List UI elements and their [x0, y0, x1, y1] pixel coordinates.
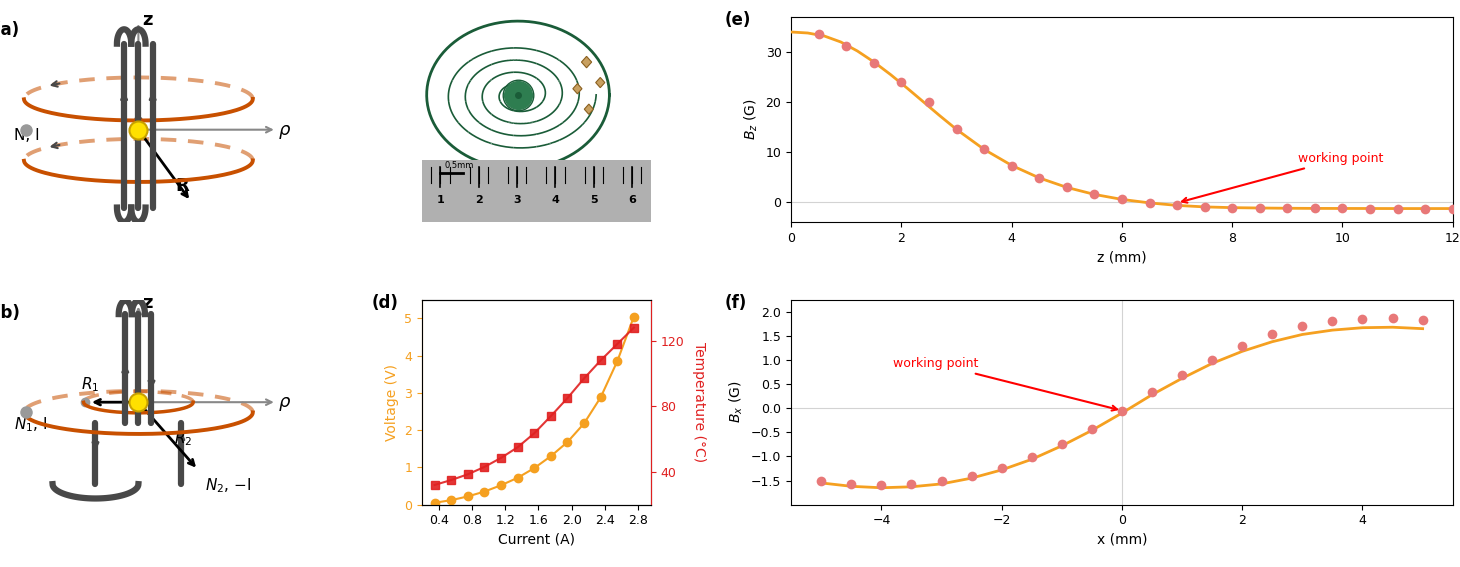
- Text: working point: working point: [894, 357, 1117, 411]
- Text: R: R: [175, 177, 190, 195]
- Text: (c): (c): [426, 23, 451, 41]
- Text: $\rho$: $\rho$: [277, 395, 291, 413]
- Polygon shape: [572, 83, 583, 94]
- Text: 5: 5: [590, 196, 597, 205]
- Text: (f): (f): [726, 294, 748, 312]
- Y-axis label: Voltage (V): Voltage (V): [385, 363, 399, 441]
- X-axis label: Current (A): Current (A): [498, 533, 575, 547]
- Text: $R_2$: $R_2$: [174, 429, 193, 448]
- X-axis label: z (mm): z (mm): [1096, 250, 1146, 264]
- Text: $N_1$, I: $N_1$, I: [15, 415, 48, 434]
- Y-axis label: $B_x$ (G): $B_x$ (G): [729, 381, 746, 424]
- Text: 0.5mm: 0.5mm: [445, 160, 475, 170]
- Text: 1: 1: [437, 196, 444, 205]
- Text: 6: 6: [628, 196, 637, 205]
- Text: (a): (a): [0, 21, 20, 39]
- Text: $N_2$, −I: $N_2$, −I: [204, 476, 251, 495]
- Y-axis label: Temperature (°C): Temperature (°C): [692, 342, 707, 462]
- Text: (e): (e): [726, 11, 752, 29]
- Text: (b): (b): [0, 304, 20, 322]
- Text: $\rho$: $\rho$: [277, 123, 291, 141]
- Bar: [422, 160, 651, 222]
- Polygon shape: [584, 104, 593, 115]
- Y-axis label: $B_z$ (G): $B_z$ (G): [743, 99, 761, 141]
- Text: 4: 4: [552, 196, 559, 205]
- Text: working point: working point: [1183, 152, 1384, 202]
- Text: z: z: [142, 294, 152, 312]
- Text: 2: 2: [474, 196, 483, 205]
- Text: (d): (d): [372, 294, 399, 312]
- Polygon shape: [581, 56, 591, 68]
- Text: 3: 3: [514, 196, 521, 205]
- Polygon shape: [596, 78, 604, 88]
- Text: z: z: [142, 11, 152, 29]
- Text: N, I: N, I: [15, 128, 39, 143]
- Text: $R_1$: $R_1$: [82, 375, 99, 393]
- X-axis label: x (mm): x (mm): [1096, 533, 1148, 547]
